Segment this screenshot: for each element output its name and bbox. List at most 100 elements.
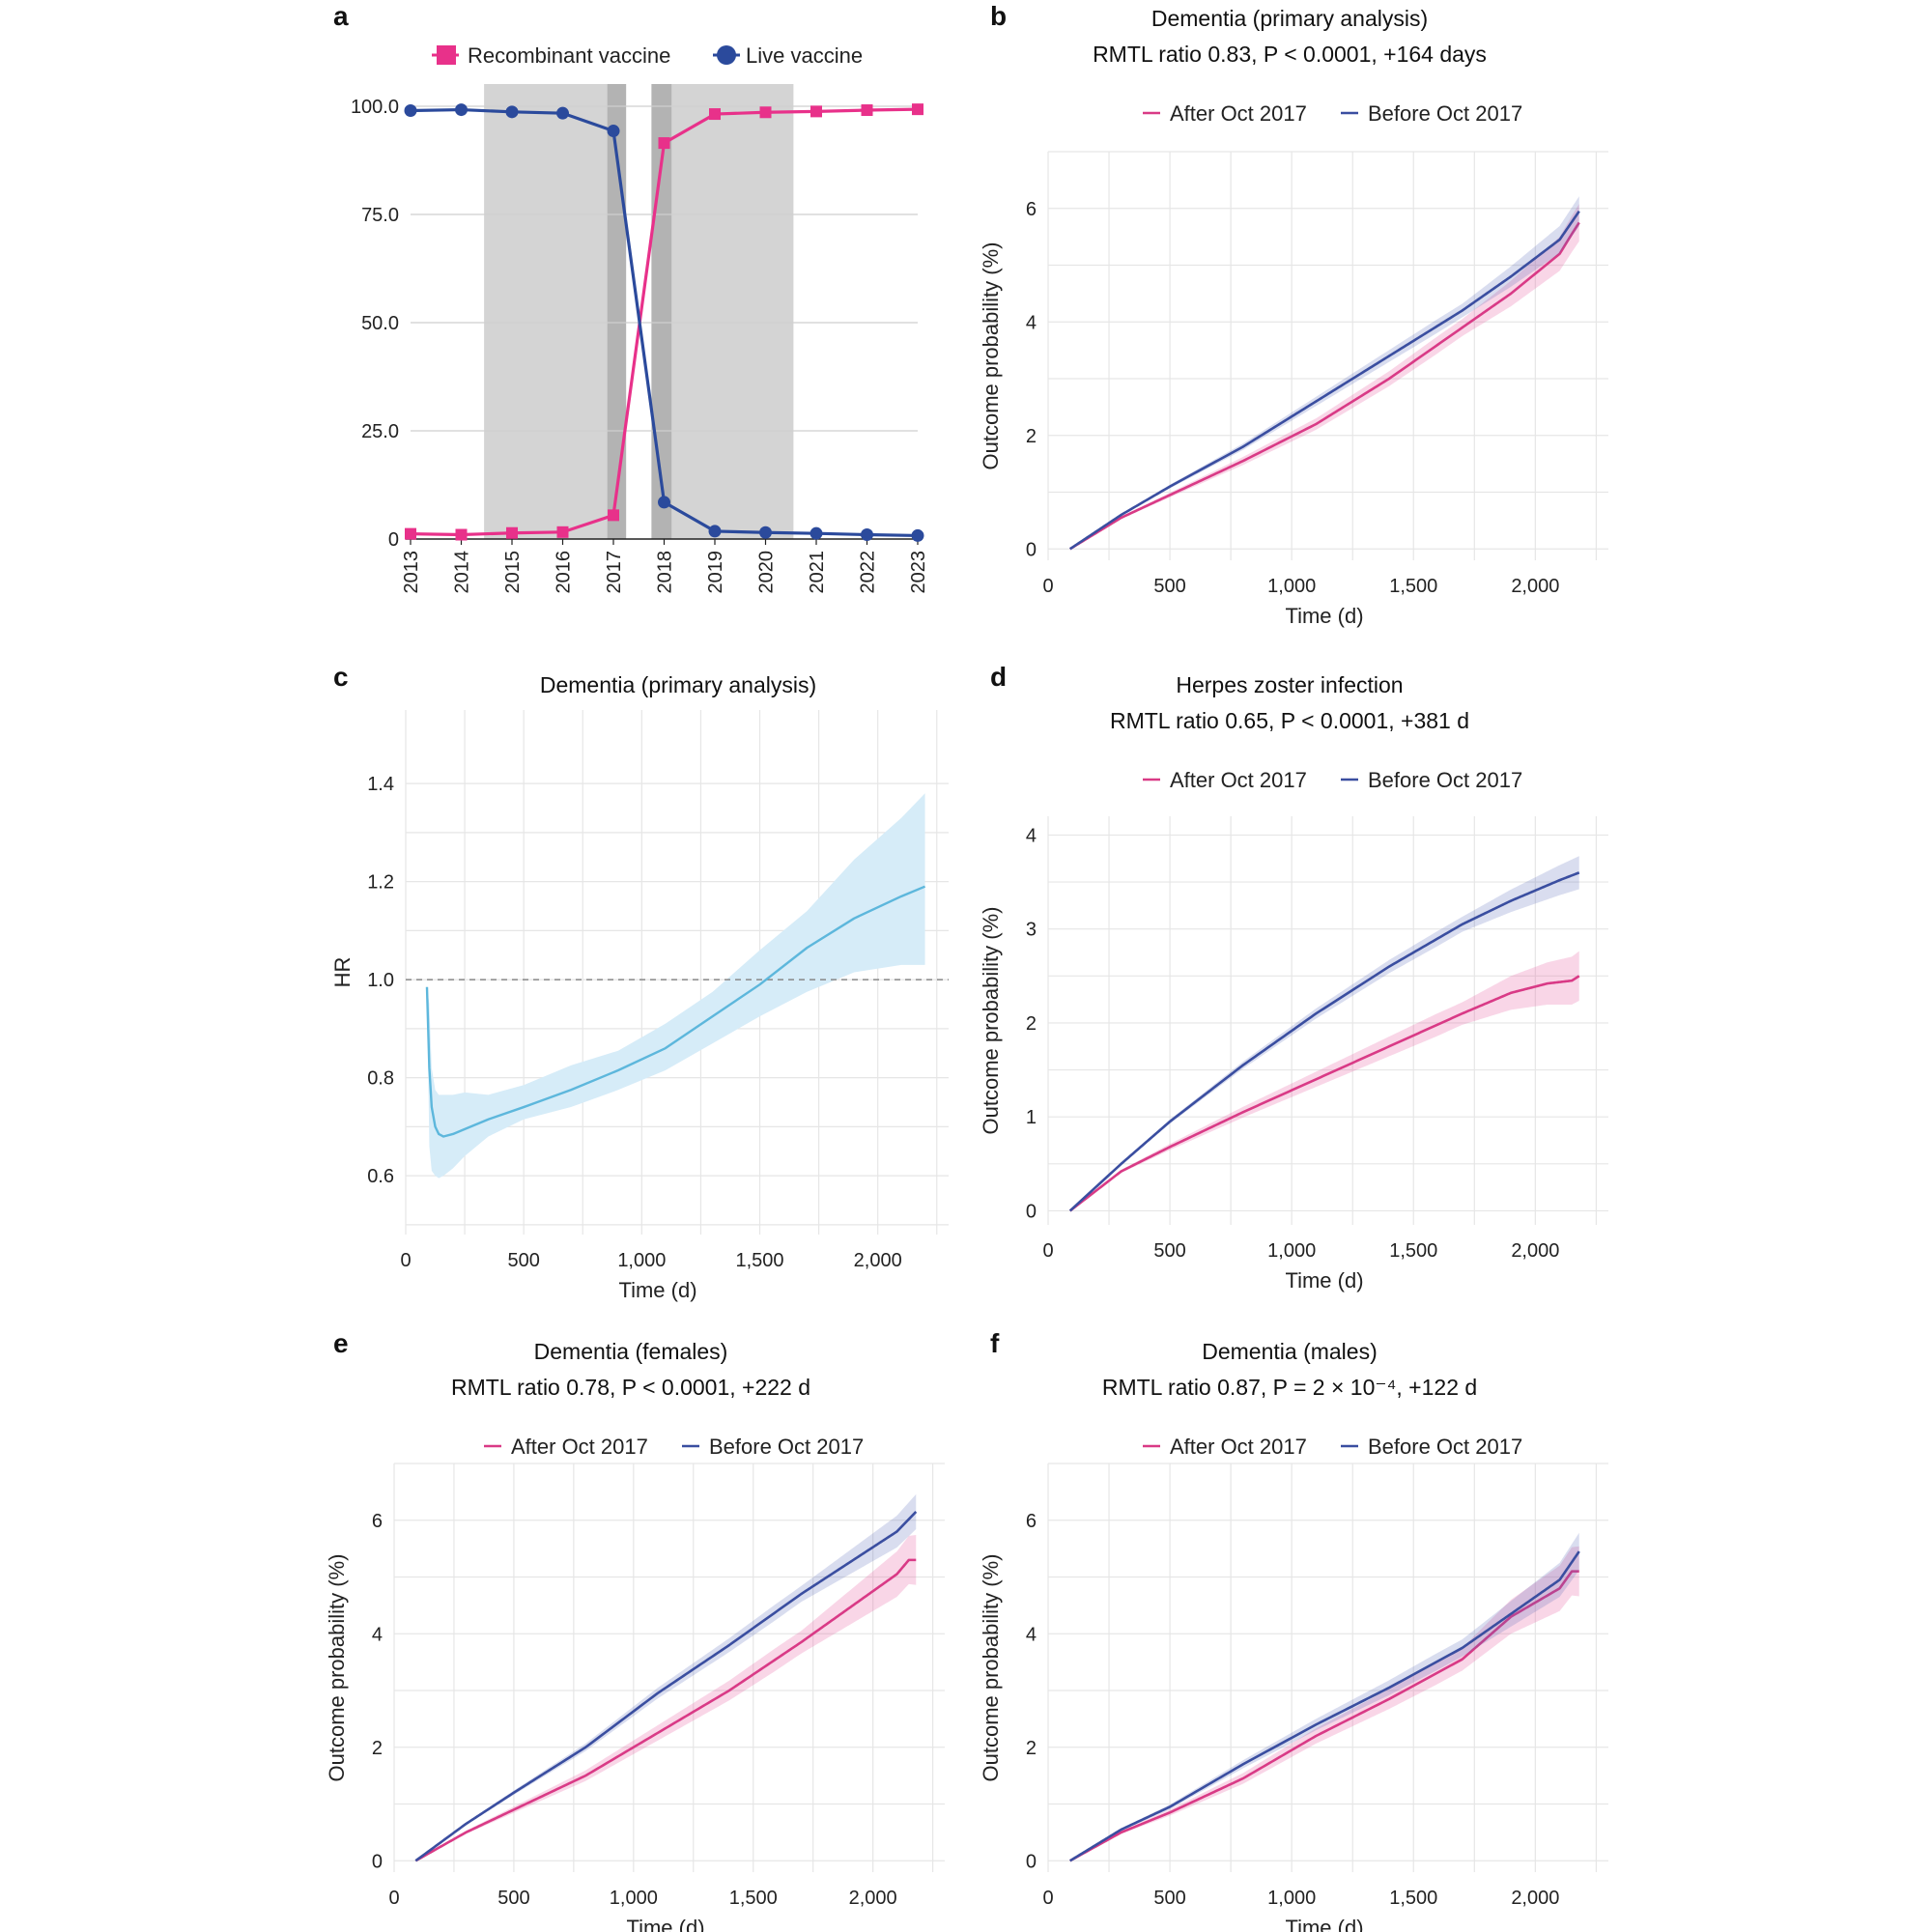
y-tick-label: 1 (1026, 1107, 1037, 1128)
chart-subtitle: RMTL ratio 0.65, P < 0.0001, +381 d (1110, 708, 1469, 733)
x-tick-label: 1,000 (617, 1250, 666, 1271)
live-point (505, 105, 519, 119)
recombinant-point (405, 527, 416, 540)
x-tick-label: 2022 (858, 551, 879, 594)
y-axis-label: Outcome probability (%) (325, 1554, 349, 1782)
hr-ci-band (426, 793, 925, 1179)
live-point (556, 106, 569, 120)
y-tick-label: 2 (1026, 1013, 1037, 1035)
legend-before-label: Before Oct 2017 (1368, 1435, 1522, 1459)
after-line (1069, 221, 1580, 551)
panel-letter-e: e (333, 1328, 349, 1358)
recombinant-point (455, 528, 468, 541)
y-tick-label: 0 (372, 1851, 383, 1872)
live-point (810, 526, 823, 540)
x-tick-label: 2017 (604, 551, 625, 594)
x-axis-label: Time (d) (618, 1278, 696, 1302)
x-tick-label: 500 (1153, 1888, 1185, 1909)
y-tick-label: 0.6 (367, 1166, 394, 1187)
x-tick-label: 2015 (502, 551, 524, 594)
live-point (708, 525, 722, 538)
x-tick-label: 1,500 (729, 1888, 778, 1909)
after-ci-band (1069, 951, 1579, 1211)
x-tick-label: 500 (497, 1888, 529, 1909)
y-tick-label: 6 (1026, 199, 1037, 220)
x-tick-label: 1,000 (1267, 1240, 1316, 1262)
x-tick-label: 0 (1042, 576, 1053, 597)
y-tick-label: 4 (1026, 312, 1037, 333)
panel-letter-a: a (333, 1, 349, 31)
x-tick-label: 2,000 (854, 1250, 902, 1271)
legend-live-label: Live vaccine (746, 43, 863, 68)
x-tick-label: 0 (1042, 1240, 1053, 1262)
x-tick-label: 2016 (554, 551, 575, 594)
x-tick-label: 2,000 (1511, 1888, 1559, 1909)
before-ci-band (1069, 856, 1579, 1211)
y-axis-label: Outcome probability (%) (979, 242, 1003, 470)
legend-live-marker (717, 45, 736, 65)
y-tick-label: 75.0 (361, 205, 399, 226)
x-tick-label: 1,500 (1389, 576, 1437, 597)
live-point (455, 103, 468, 117)
recombinant-point (608, 509, 619, 522)
panel-b: b Dementia (primary analysis) RMTL ratio 0… (979, 1, 1608, 628)
y-tick-label: 2 (1026, 426, 1037, 447)
live-point (658, 496, 670, 509)
after-ci-band (1069, 1546, 1579, 1861)
after-line (414, 1558, 918, 1862)
recombinant-point (709, 108, 721, 121)
y-tick-label: 4 (1026, 825, 1037, 846)
y-tick-label: 3 (1026, 920, 1037, 941)
before-line (1068, 210, 1580, 551)
legend-before-label: Before Oct 2017 (1368, 101, 1522, 126)
panel-d: d Herpes zoster infection RMTL ratio 0.65,… (979, 662, 1608, 1293)
x-tick-label: 1,000 (1267, 576, 1316, 597)
y-tick-label: 0 (1026, 1851, 1037, 1872)
legend-after-label: After Oct 2017 (1170, 768, 1307, 792)
before-ci-band (415, 1493, 917, 1861)
x-tick-label: 2020 (756, 551, 778, 594)
x-tick-label: 0 (388, 1888, 399, 1909)
legend-after-label: After Oct 2017 (1170, 101, 1307, 126)
y-tick-label: 0 (1026, 1201, 1037, 1222)
x-tick-label: 500 (1153, 1240, 1185, 1262)
recombinant-point (912, 103, 923, 116)
shaded-period (484, 84, 627, 539)
y-tick-label: 0.8 (367, 1068, 394, 1090)
before-ci-band (1069, 1532, 1579, 1861)
x-tick-label: 2,000 (1511, 1240, 1559, 1262)
after-line (1069, 1570, 1580, 1862)
chart-title: Dementia (males) (1202, 1339, 1378, 1364)
recombinant-point (759, 106, 772, 119)
recombinant-point (658, 137, 670, 150)
panel-f: f Dementia (males) RMTL ratio 0.87, P = 2 … (979, 1328, 1608, 1932)
y-tick-label: 1.0 (367, 970, 394, 991)
recombinant-point (556, 526, 569, 538)
y-tick-label: 4 (372, 1624, 383, 1645)
x-tick-label: 2018 (655, 551, 676, 594)
shaded-period (671, 84, 794, 539)
legend-before-label: Before Oct 2017 (709, 1435, 864, 1459)
x-tick-label: 0 (400, 1250, 411, 1271)
live-point (861, 528, 873, 542)
live-point (911, 528, 924, 542)
live-point (607, 125, 620, 138)
x-axis-label: Time (d) (1285, 604, 1363, 628)
after-ci-band (415, 1535, 917, 1861)
x-tick-label: 2014 (452, 551, 473, 594)
x-tick-label: 1,500 (1389, 1240, 1437, 1262)
after-line (1068, 975, 1580, 1212)
y-tick-label: 2 (1026, 1738, 1037, 1759)
x-tick-label: 2021 (807, 551, 828, 594)
x-tick-label: 2013 (401, 551, 422, 594)
before-line (1068, 871, 1580, 1212)
legend-before-label: Before Oct 2017 (1368, 768, 1522, 792)
legend-after-label: After Oct 2017 (511, 1435, 648, 1459)
legend-after-label: After Oct 2017 (1170, 1435, 1307, 1459)
y-tick-label: 6 (1026, 1511, 1037, 1532)
after-ci-band (1069, 204, 1579, 550)
y-axis-label: Outcome probability (%) (979, 907, 1003, 1135)
y-axis-label: HR (330, 957, 355, 988)
